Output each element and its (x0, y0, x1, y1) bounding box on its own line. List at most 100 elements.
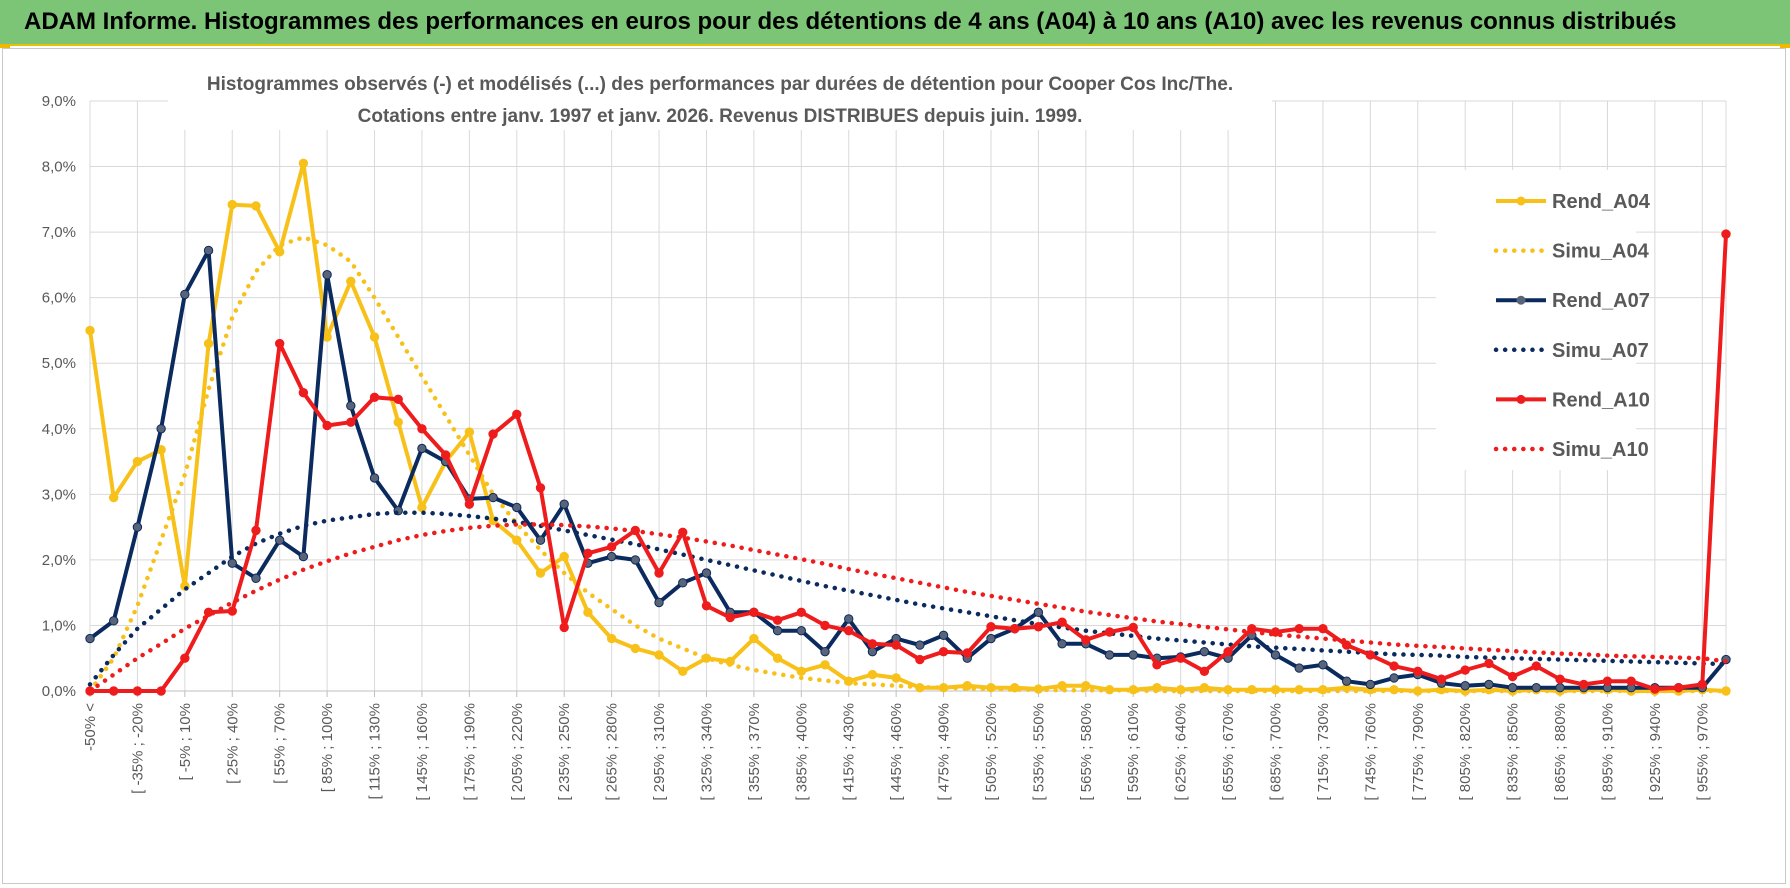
data-point-rend-a10 (867, 639, 878, 649)
legend-label-simu-a10: Simu_A10 (1552, 439, 1649, 461)
data-point-rend-a04 (678, 666, 688, 677)
data-point-rend-a07 (701, 568, 712, 578)
data-point-rend-a10 (1175, 653, 1186, 663)
data-point-rend-a04 (346, 276, 356, 286)
legend-label-rend-a04: Rend_A04 (1552, 191, 1651, 213)
data-point-rend-a10 (417, 424, 427, 434)
data-point-rend-a04 (630, 643, 641, 654)
corner-mark-right (1780, 44, 1790, 48)
data-point-rend-a04 (369, 332, 380, 342)
data-point-rend-a07 (844, 614, 854, 624)
chart-title-line: Cotations entre janv. 1997 et janv. 2026… (358, 106, 1083, 127)
x-tick-label: [ 295% ; 310% (651, 703, 668, 801)
data-point-rend-a10 (1555, 674, 1565, 684)
data-point-rend-a07 (1057, 639, 1067, 649)
data-point-rend-a07 (938, 630, 949, 640)
data-point-rend-a10 (1128, 622, 1138, 633)
data-point-rend-a10 (654, 568, 664, 578)
data-point-rend-a07 (1318, 660, 1328, 670)
data-point-rend-a07 (512, 502, 522, 513)
data-point-rend-a10 (820, 620, 830, 631)
x-tick-label: [ 715% ; 730% (1315, 703, 1332, 801)
data-point-rend-a07 (986, 633, 996, 644)
data-point-rend-a04 (654, 650, 664, 660)
data-point-rend-a10 (1697, 679, 1707, 690)
x-tick-label: [ 685% ; 700% (1268, 703, 1285, 801)
data-point-rend-a04 (251, 201, 261, 211)
x-tick-label: [ 205% ; 220% (509, 703, 526, 801)
x-tick-label: [ 235% ; 250% (556, 703, 573, 801)
data-point-rend-a10 (512, 409, 522, 420)
data-point-rend-a07 (1507, 683, 1518, 693)
x-tick-label: [ 565% ; 580% (1078, 703, 1095, 801)
data-point-rend-a07 (1199, 646, 1210, 657)
legend-label-rend-a07: Rend_A07 (1552, 290, 1650, 312)
data-point-rend-a10 (891, 640, 901, 650)
y-tick-label: 8,0% (42, 159, 76, 176)
data-point-rend-a07 (1365, 679, 1376, 690)
data-point-rend-a10 (1626, 676, 1636, 686)
data-point-rend-a04 (606, 633, 617, 644)
data-point-rend-a10 (678, 527, 688, 538)
corner-mark-left (0, 44, 10, 48)
x-tick-label: [ 835% ; 850% (1505, 703, 1522, 801)
data-point-rend-a10 (1341, 640, 1352, 650)
data-point-rend-a04 (559, 551, 569, 562)
data-point-rend-a10 (369, 392, 380, 403)
data-point-rend-a04 (393, 417, 403, 427)
data-point-rend-a07 (156, 424, 166, 434)
data-point-rend-a10 (1436, 674, 1447, 684)
data-point-rend-a07 (1389, 673, 1399, 683)
data-point-rend-a10 (725, 612, 735, 623)
data-point-rend-a07 (915, 640, 925, 650)
x-tick-label: -50% < (82, 703, 99, 751)
legend-background (1436, 170, 1636, 470)
data-point-rend-a04 (1081, 681, 1091, 691)
data-point-rend-a07 (109, 616, 119, 626)
y-tick-label: 6,0% (42, 290, 76, 307)
data-point-rend-a10 (1721, 229, 1731, 239)
data-point-rend-a07 (772, 625, 783, 636)
x-tick-label: [ 895% ; 910% (1599, 703, 1616, 801)
data-point-rend-a10 (583, 548, 593, 559)
data-point-rend-a07 (1033, 607, 1044, 618)
x-tick-label: [ -5% ; 10% (177, 703, 194, 781)
data-point-rend-a10 (274, 338, 285, 349)
data-point-rend-a10 (772, 615, 783, 625)
series-line-rend-a10 (90, 233, 1728, 693)
data-point-rend-a07 (678, 578, 688, 588)
x-tick-label: [ 265% ; 280% (604, 703, 621, 801)
y-tick-label: 2,0% (42, 552, 76, 569)
data-point-rend-a10 (488, 429, 498, 439)
data-point-rend-a07 (630, 555, 641, 565)
data-point-rend-a10 (346, 417, 356, 427)
data-point-rend-a10 (915, 654, 925, 665)
data-point-rend-a10 (1460, 665, 1470, 675)
data-point-rend-a04 (85, 325, 95, 336)
data-point-rend-a07 (535, 535, 546, 545)
data-point-rend-a10 (1152, 660, 1162, 670)
x-tick-label: [ 805% ; 820% (1457, 703, 1474, 801)
data-point-rend-a10 (962, 648, 972, 658)
x-tick-label: [ 415% ; 430% (841, 703, 858, 801)
data-point-rend-a10 (132, 686, 143, 696)
data-point-rend-a10 (749, 607, 759, 618)
x-tick-label: [ 865% ; 880% (1552, 703, 1569, 801)
data-point-rend-a10 (986, 622, 996, 632)
data-point-rend-a04 (1721, 686, 1731, 696)
y-tick-label: 7,0% (42, 224, 76, 241)
data-point-rend-a04 (820, 660, 830, 670)
data-point-rend-a10 (1081, 635, 1091, 645)
data-point-rend-a07 (796, 625, 807, 636)
data-point-rend-a07 (559, 499, 569, 509)
x-tick-label: [ 535% ; 550% (1030, 703, 1047, 801)
data-point-rend-a10 (1057, 617, 1067, 627)
data-point-rend-a07 (132, 522, 143, 532)
x-tick-label: [ 775% ; 790% (1410, 703, 1427, 801)
chart-title-line: Histogrammes observés (-) et modélisés (… (207, 74, 1233, 95)
data-point-rend-a07 (1555, 683, 1565, 693)
x-tick-label: [ 25% ; 40% (224, 703, 241, 784)
data-point-rend-a10 (298, 388, 309, 398)
data-point-rend-a10 (1009, 624, 1020, 634)
data-point-rend-a04 (749, 633, 759, 644)
